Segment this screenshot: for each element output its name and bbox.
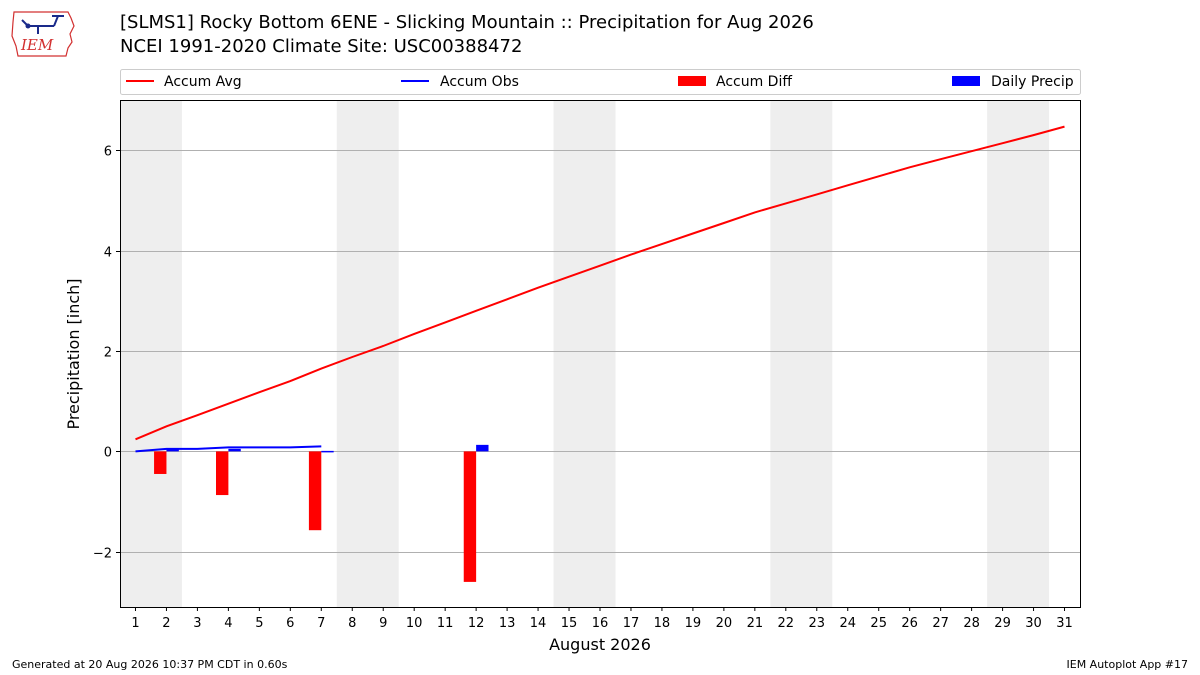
x-tick-label: 19 xyxy=(685,616,702,631)
bars xyxy=(154,444,489,582)
x-tick-label: 22 xyxy=(778,616,795,631)
x-tick-label: 25 xyxy=(870,616,887,631)
weather-station-icon xyxy=(21,15,64,34)
x-tick-label: 6 xyxy=(286,616,294,631)
y-tick-label: 2 xyxy=(104,346,112,361)
weekend-shade-band xyxy=(987,100,1050,607)
bar-accum-diff xyxy=(308,451,322,531)
legend-swatch-daily-precip xyxy=(952,76,980,86)
bar-accum-diff xyxy=(463,451,477,582)
x-tick-label: 17 xyxy=(623,616,640,631)
x-tick-label: 15 xyxy=(561,616,578,631)
x-tick-label: 31 xyxy=(1056,616,1073,631)
legend-label-accum-obs: Accum Obs xyxy=(440,74,519,90)
x-tick-label: 26 xyxy=(901,616,918,631)
bar-accum-diff xyxy=(216,451,229,496)
legend-label-accum-diff: Accum Diff xyxy=(716,74,792,90)
bar-daily-precip xyxy=(166,448,179,452)
x-tick-label: 29 xyxy=(994,616,1011,631)
x-tick-label: 5 xyxy=(255,616,263,631)
x-tick-label: 14 xyxy=(530,616,547,631)
lines xyxy=(135,125,1065,453)
y-tick-label: 4 xyxy=(104,246,112,261)
x-tick-label: 21 xyxy=(747,616,764,631)
chart-title: [SLMS1] Rocky Bottom 6ENE - Slicking Mou… xyxy=(120,12,814,33)
y-axis-label: Precipitation [inch] xyxy=(64,278,83,429)
x-tick-label: 16 xyxy=(592,616,609,631)
iowa-outline-shape xyxy=(11,11,75,57)
y-tick-label: −2 xyxy=(93,547,112,562)
x-axis-label: August 2026 xyxy=(549,635,651,654)
weekend-shading xyxy=(120,100,1050,607)
x-tick-label: 4 xyxy=(224,616,232,631)
weekend-shade-band xyxy=(120,100,182,607)
x-tick-label: 24 xyxy=(839,616,856,631)
x-tick-label: 13 xyxy=(499,616,516,631)
x-tick-label: 9 xyxy=(379,616,387,631)
x-tick-label: 28 xyxy=(963,616,980,631)
bar-daily-precip xyxy=(321,450,334,453)
x-tick-label: 2 xyxy=(162,616,170,631)
app-label: IEM Autoplot App #17 xyxy=(1066,658,1189,671)
x-tick-label: 23 xyxy=(809,616,826,631)
logo-text: IEM xyxy=(20,36,54,54)
x-tick-label: 12 xyxy=(468,616,485,631)
legend-swatch-accum-diff xyxy=(678,76,706,86)
series-line-accum-obs xyxy=(135,445,322,453)
bar-daily-precip xyxy=(476,444,489,452)
gridlines xyxy=(120,150,1080,553)
y-tick-label: 0 xyxy=(104,446,112,461)
chart-subtitle: NCEI 1991-2020 Climate Site: USC00388472 xyxy=(120,36,523,57)
legend-label-accum-avg: Accum Avg xyxy=(164,74,242,90)
x-tick-label: 1 xyxy=(131,616,139,631)
weekend-shade-band xyxy=(770,100,833,607)
weekend-shade-band xyxy=(336,100,399,607)
station-sensor-icon xyxy=(25,23,31,29)
x-tick-label: 8 xyxy=(348,616,356,631)
iem-logo: IEM xyxy=(11,11,75,57)
x-tick-label: 27 xyxy=(932,616,949,631)
x-tick-label: 18 xyxy=(654,616,671,631)
x-tick-label: 3 xyxy=(193,616,201,631)
legend-label-daily-precip: Daily Precip xyxy=(991,74,1074,90)
legend: Accum Avg Accum Obs Accum Diff Daily Pre… xyxy=(120,69,1081,95)
series-line-accum-avg xyxy=(135,125,1065,441)
weekend-shade-band xyxy=(553,100,616,607)
legend-box xyxy=(120,69,1081,95)
bar-accum-diff xyxy=(154,451,167,474)
x-tick-label: 10 xyxy=(406,616,423,631)
generated-timestamp: Generated at 20 Aug 2026 10:37 PM CDT in… xyxy=(12,658,288,671)
y-tick-label: 6 xyxy=(104,145,112,160)
x-tick-label: 20 xyxy=(716,616,733,631)
x-tick-label: 7 xyxy=(317,616,325,631)
x-tick-label: 11 xyxy=(437,616,454,631)
x-tick-label: 30 xyxy=(1025,616,1042,631)
bar-daily-precip xyxy=(228,448,241,452)
